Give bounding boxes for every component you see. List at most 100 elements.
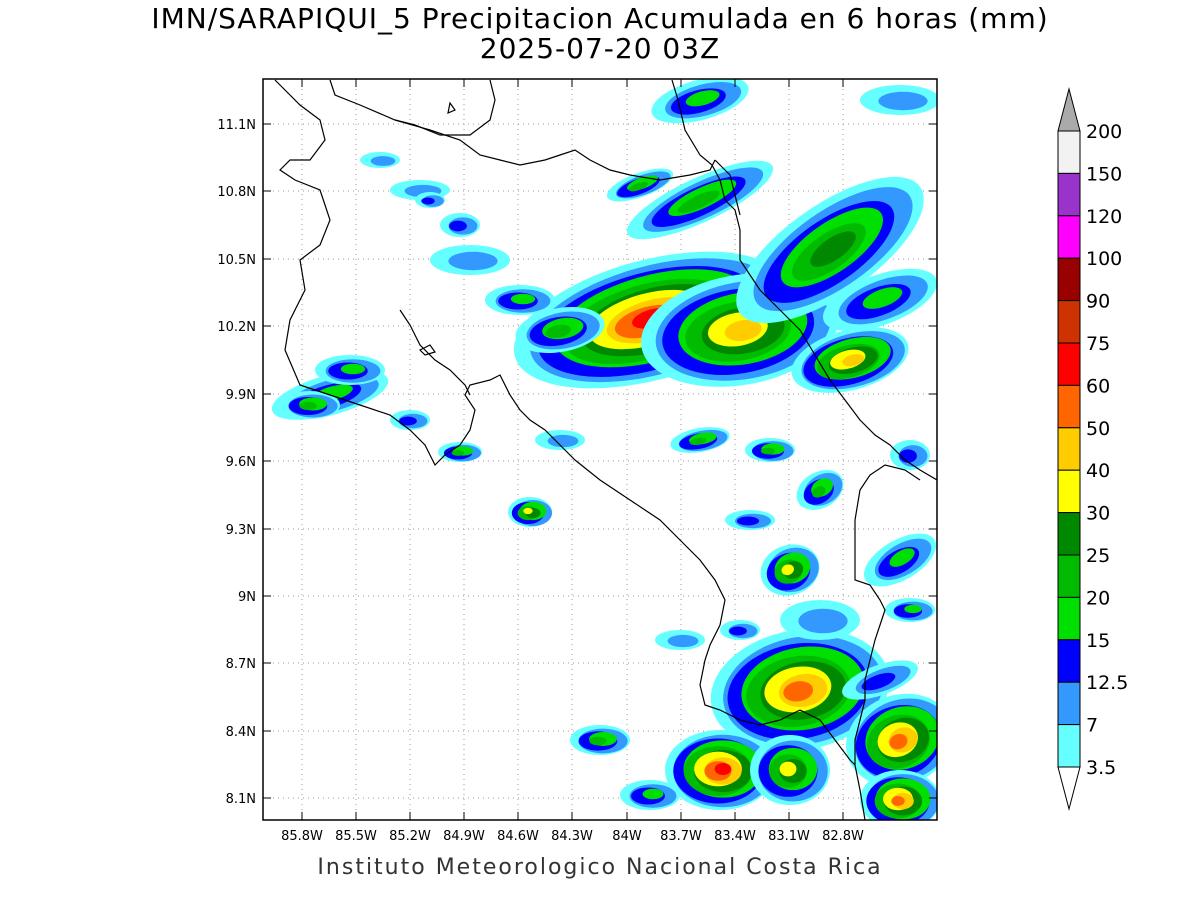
lon-tick-label: 83.7W [660, 829, 702, 844]
precip-contour [448, 251, 498, 271]
lat-tick-label: 10.5N [217, 253, 256, 268]
colorbar-bottom-arrow [1057, 766, 1081, 811]
precip-contour [370, 156, 396, 166]
precip-contour [628, 181, 648, 192]
precip-contour [714, 762, 732, 776]
colorbar-segment [1057, 639, 1081, 683]
colorbar-label: 3.5 [1086, 757, 1116, 779]
precip-contour [589, 736, 607, 746]
precip-contour [781, 564, 794, 576]
precip-contour [878, 91, 928, 111]
lon-tick-label: 84.3W [551, 829, 593, 844]
precip-contour [798, 608, 848, 634]
colorbar-segment [1057, 512, 1081, 556]
precip-contour [861, 672, 896, 691]
precipitation-field [271, 79, 937, 820]
precip-contour [810, 231, 856, 267]
lat-tick-label: 9.9N [226, 388, 256, 403]
precip-contour [889, 548, 915, 567]
precip-contour [724, 319, 762, 342]
lon-tick-label: 85.5W [335, 829, 377, 844]
lat-tick-label: 8.4N [226, 725, 256, 740]
lat-tick-label: 8.1N [226, 792, 256, 807]
colorbar-label: 7 [1086, 715, 1098, 737]
colorbar-label: 200 [1086, 121, 1122, 143]
colorbar-segment [1057, 427, 1081, 471]
precip-contour [642, 788, 664, 800]
lon-tick-label: 84.6W [497, 829, 539, 844]
lat-tick-label: 9.6N [226, 455, 256, 470]
lon-tick-label: 83.4W [714, 829, 756, 844]
colorbar-label: 100 [1086, 248, 1122, 270]
map-title: IMN/SARAPIQUI_5 Precipitacion Acumulada … [151, 2, 1049, 35]
precip-contour [891, 796, 905, 806]
colorbar-segment [1057, 724, 1081, 768]
lon-tick-label: 83.1W [768, 829, 810, 844]
precip-contour [677, 190, 720, 213]
precip-contour [667, 634, 699, 648]
precip-contour [523, 507, 533, 515]
colorbar-label: 75 [1086, 333, 1110, 355]
colorbar-segment [1057, 172, 1081, 217]
precip-contour [547, 434, 579, 448]
precip-contour [545, 324, 571, 338]
longitude-axis: 85.8W 85.5W 85.2W 84.9W 84.6W 84.3W 84W 83.7W 83… [281, 79, 864, 844]
colorbar-top-arrow [1057, 87, 1081, 132]
colorbar-label: 40 [1086, 460, 1110, 482]
lat-tick-label: 9N [238, 590, 256, 605]
map-frame [262, 78, 938, 821]
colorbar-segment [1057, 342, 1081, 386]
colorbar: 200 150 120 100 90 75 60 50 40 30 25 20 15 12.5 7 3.5 [1057, 87, 1128, 811]
lat-tick-label: 10.8N [217, 185, 256, 200]
precip-contour [729, 626, 747, 636]
precip-contour [421, 197, 435, 205]
lat-tick-label: 9.3N [226, 523, 256, 538]
lat-tick-label: 8.7N [226, 657, 256, 672]
map-datetime: 2025-07-20 03Z [479, 32, 721, 65]
precip-contour [842, 354, 865, 367]
precip-contour [451, 450, 465, 456]
precip-contour [510, 293, 536, 305]
precip-contour [340, 363, 366, 375]
colorbar-segment [1057, 554, 1081, 598]
coastline [274, 79, 937, 820]
colorbar-segment [1057, 469, 1081, 514]
precip-contour [862, 287, 903, 309]
precip-contour [449, 220, 467, 232]
colorbar-label: 60 [1086, 375, 1110, 397]
colorbar-label: 120 [1086, 206, 1122, 228]
colorbar-segment [1057, 596, 1081, 641]
colorbar-segment [1057, 300, 1081, 344]
colorbar-label: 25 [1086, 545, 1110, 567]
lon-tick-label: 85.2W [389, 829, 431, 844]
lon-tick-label: 82.8W [822, 829, 864, 844]
latitude-axis: 11.1N 10.8N 10.5N 10.2N 9.9N 9.6N 9.3N 9N 8.7N 8.… [217, 118, 937, 807]
precip-contour [783, 681, 814, 702]
colorbar-segment [1057, 681, 1081, 726]
colorbar-segment [1057, 384, 1081, 429]
precip-contour [904, 604, 922, 614]
lon-tick-label: 85.8W [281, 829, 323, 844]
colorbar-label: 12.5 [1086, 672, 1128, 694]
lon-tick-label: 84W [612, 829, 642, 844]
precip-contour [299, 402, 317, 410]
lon-tick-label: 84.9W [443, 829, 485, 844]
precip-contour [889, 733, 908, 750]
colorbar-segment [1057, 130, 1081, 174]
lat-tick-label: 10.2N [217, 320, 256, 335]
precip-contour [685, 90, 720, 107]
lat-tick-label: 11.1N [217, 118, 256, 133]
precip-contour [736, 516, 760, 526]
colorbar-segment [1057, 215, 1081, 259]
colorbar-label: 150 [1086, 163, 1122, 185]
precip-contour [399, 416, 417, 426]
colorbar-label: 15 [1086, 630, 1110, 652]
colorbar-label: 50 [1086, 418, 1110, 440]
colorbar-label: 30 [1086, 503, 1110, 525]
colorbar-segment [1057, 257, 1081, 302]
precip-contour [760, 447, 776, 455]
precip-contour [779, 761, 797, 777]
colorbar-label: 20 [1086, 587, 1110, 609]
precip-contour [689, 437, 707, 446]
